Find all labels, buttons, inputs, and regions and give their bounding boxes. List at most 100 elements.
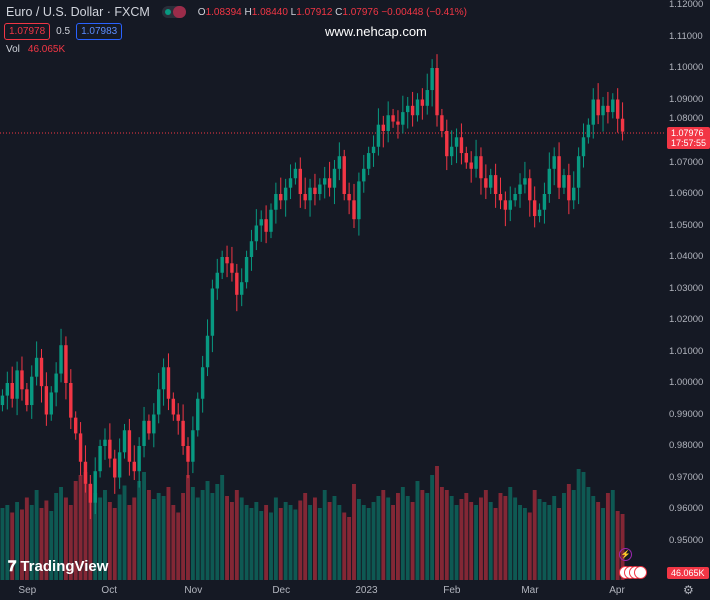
candle-body <box>59 345 63 374</box>
volume-bar <box>513 497 518 580</box>
candle-body <box>449 146 454 157</box>
candle-body <box>347 194 351 201</box>
candle-body <box>83 461 88 484</box>
candle-body <box>401 112 405 125</box>
sell-button[interactable]: 1.07978 <box>4 23 51 40</box>
candle-body <box>410 105 415 116</box>
volume-bar <box>15 502 20 580</box>
volume-bar <box>88 484 93 580</box>
volume-bar <box>610 490 615 580</box>
volume-bar <box>117 494 122 580</box>
settings-gear-icon[interactable]: ⚙ <box>683 583 694 597</box>
candle-body <box>191 430 195 462</box>
candle-body <box>371 146 376 154</box>
us-flag-event-icon[interactable] <box>634 566 647 579</box>
volume-bar <box>269 512 273 580</box>
time-tick-label: Apr <box>609 585 625 596</box>
volume-bar <box>10 512 15 580</box>
lightning-icon[interactable]: ⚡ <box>619 548 632 561</box>
candle-body <box>186 446 190 462</box>
volume-bar <box>464 493 469 580</box>
candle-body <box>235 272 239 295</box>
candle-body <box>181 420 185 446</box>
candle-body <box>547 168 552 194</box>
volume-bar <box>562 493 566 580</box>
volume-bar <box>225 496 230 580</box>
candle-body <box>117 452 122 478</box>
candle-body <box>357 181 361 220</box>
volume-bar <box>620 514 625 580</box>
candle-body <box>523 178 527 185</box>
candle-body <box>264 219 268 232</box>
volume-bar <box>234 490 239 580</box>
candle-body <box>34 357 39 377</box>
candle-body <box>308 187 312 201</box>
candle-body <box>122 430 127 453</box>
candle-body <box>147 420 151 434</box>
candle-body <box>572 187 576 201</box>
volume-bar <box>205 481 210 580</box>
candle-body <box>73 417 78 434</box>
candle-body <box>396 121 400 125</box>
volume-bar <box>127 505 132 580</box>
volume-bar <box>474 505 479 580</box>
volume-bar <box>288 505 293 580</box>
candle-body <box>459 137 464 154</box>
candle-body <box>327 178 332 188</box>
volume-bar <box>498 493 503 580</box>
candle-body <box>196 398 200 431</box>
time-tick-label: Sep <box>18 585 37 596</box>
candle-body <box>137 446 141 472</box>
volume-bar <box>615 511 620 580</box>
volume-bar <box>264 505 269 580</box>
candle-body <box>332 168 337 188</box>
candle-body <box>386 115 390 131</box>
time-tick-label: Feb <box>443 585 461 596</box>
price-tick-label: 1.00000 <box>669 377 704 388</box>
candle-body <box>161 367 166 390</box>
candle-body <box>484 178 488 188</box>
candle-body <box>567 175 571 201</box>
candle-body <box>44 386 49 415</box>
volume-bar <box>156 493 161 580</box>
candle-body <box>283 187 288 201</box>
candle-body <box>620 118 625 132</box>
candle-body <box>581 137 586 157</box>
candle-body <box>303 194 307 201</box>
volume-bar <box>220 475 225 580</box>
candle-body <box>493 175 498 194</box>
volume-bar <box>0 508 5 580</box>
symbol-title[interactable]: Euro / U.S. Dollar · FXCM <box>6 5 150 19</box>
price-tick-label: 1.09000 <box>669 93 704 105</box>
volume-bar <box>112 508 117 580</box>
candle-body <box>127 430 132 462</box>
volume-bar <box>435 466 439 580</box>
volume-bar <box>73 481 78 580</box>
market-status-toggle[interactable] <box>161 6 186 18</box>
price-tick-label: 1.01000 <box>669 345 704 357</box>
candle-body <box>30 376 34 406</box>
candle-body <box>249 241 254 257</box>
volume-bar <box>386 497 391 580</box>
volume-bar <box>542 502 547 580</box>
volume-bar <box>557 508 562 580</box>
tradingview-logo[interactable]: 𝟕 TradingView <box>8 558 109 575</box>
volume-bar <box>151 499 156 580</box>
candle-body <box>176 414 180 421</box>
candle-body <box>454 137 459 147</box>
candle-body <box>113 458 117 478</box>
last-volume-label: 46.065K <box>667 567 709 579</box>
buy-button[interactable]: 1.07983 <box>76 23 123 40</box>
candle-body <box>166 367 171 399</box>
volume-bar <box>420 490 425 580</box>
price-tick-label: 0.95000 <box>669 534 704 546</box>
candle-body <box>269 209 273 232</box>
volume-bar <box>571 490 576 580</box>
volume-bar <box>83 472 88 580</box>
volume-bar <box>161 496 166 580</box>
candle-body <box>503 200 508 210</box>
volume-bar <box>54 493 59 580</box>
volume-bar <box>317 508 322 580</box>
volume-bar <box>337 505 342 580</box>
